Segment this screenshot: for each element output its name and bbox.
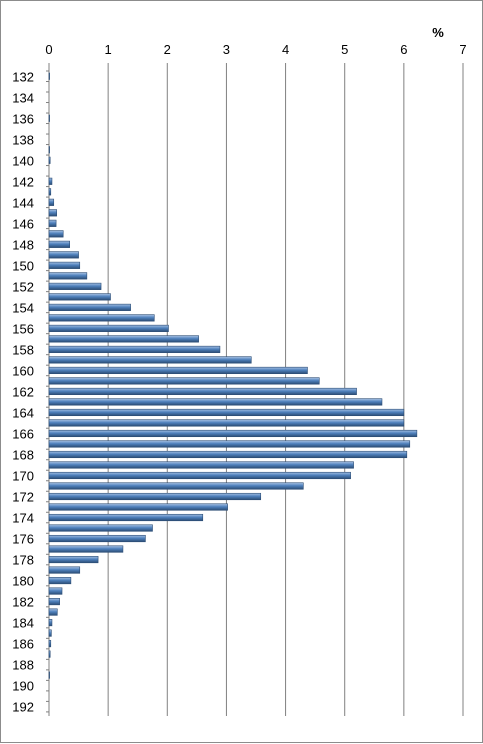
bar-185: [48, 629, 52, 637]
x-tick-label: 6: [400, 42, 407, 57]
y-tick-label: 132: [12, 69, 34, 84]
bar-183: [48, 608, 58, 616]
x-tick-label: 7: [459, 42, 466, 57]
y-tick-label: 146: [12, 216, 34, 231]
bar-171: [48, 482, 304, 490]
bar-176: [48, 534, 146, 543]
y-tick-label: 138: [12, 132, 34, 147]
y-tick-label: 190: [12, 679, 34, 694]
bar-140: [48, 156, 51, 164]
bar-170: [48, 471, 351, 480]
bar-165: [48, 419, 405, 427]
bar-142: [48, 177, 53, 185]
y-tick-label: 188: [12, 658, 34, 673]
bar-145: [48, 209, 57, 217]
y-tick-label: 156: [12, 321, 34, 336]
y-tick-label: 148: [12, 237, 34, 252]
y-tick-label: 192: [12, 700, 34, 715]
y-tick-label: 140: [12, 153, 34, 168]
y-tick-label: 162: [12, 384, 34, 399]
bar-174: [48, 513, 204, 522]
x-tick-label: 2: [164, 42, 171, 57]
y-tick-label: 174: [12, 511, 34, 526]
bar-143: [48, 188, 52, 196]
bar-136: [48, 114, 50, 122]
bar-132: [48, 72, 50, 80]
bar-164: [48, 408, 405, 417]
y-tick-label: 184: [12, 616, 34, 631]
bar-163: [48, 398, 383, 406]
bar-146: [48, 219, 57, 227]
bar-149: [48, 251, 79, 259]
x-tick-label: 1: [105, 42, 112, 57]
bar-177: [48, 545, 124, 553]
y-tick-label: 164: [12, 405, 34, 420]
y-tick-label: 152: [12, 279, 34, 294]
bar-157: [48, 335, 199, 343]
y-tick-label: 166: [12, 426, 34, 441]
y-tick-label: 182: [12, 595, 34, 610]
y-tick-label: 134: [12, 90, 34, 105]
bar-154: [48, 303, 131, 311]
bar-155: [48, 314, 155, 322]
bar-187: [48, 650, 51, 658]
bars: [48, 72, 418, 679]
bar-139: [48, 146, 50, 154]
bar-179: [48, 566, 81, 574]
bar-168: [48, 450, 408, 459]
y-tick-label: 144: [12, 195, 34, 210]
bar-184: [48, 619, 53, 627]
bar-160: [48, 366, 308, 374]
x-tick-label: 4: [282, 42, 289, 57]
x-tick-label: 3: [223, 42, 230, 57]
y-tick-label: 186: [12, 637, 34, 652]
unit-label: %: [432, 25, 444, 40]
bar-159: [48, 356, 252, 364]
bar-152: [48, 282, 102, 290]
y-tick-label: 160: [12, 363, 34, 378]
bar-167: [48, 440, 411, 448]
y-tick-label: 172: [12, 490, 34, 505]
y-tick-label: 158: [12, 342, 34, 357]
bar-158: [48, 345, 221, 353]
x-tick-label: 5: [341, 42, 348, 57]
bar-162: [48, 387, 357, 396]
bar-151: [48, 272, 88, 280]
y-tick-label: 176: [12, 532, 34, 547]
bar-178: [48, 555, 99, 564]
y-tick-label: 180: [12, 574, 34, 589]
bar-153: [48, 293, 111, 301]
y-tick-label: 168: [12, 447, 34, 462]
y-tick-label: 142: [12, 174, 34, 189]
bar-144: [48, 198, 55, 206]
bar-182: [48, 598, 60, 606]
y-tick-label: 170: [12, 469, 34, 484]
bar-161: [48, 377, 320, 385]
bar-148: [48, 240, 71, 248]
bar-186: [48, 640, 52, 648]
y-tick-label: 136: [12, 111, 34, 126]
bar-166: [48, 429, 418, 438]
bar-189: [48, 671, 50, 679]
bar-180: [48, 577, 72, 585]
bar-169: [48, 461, 354, 469]
bar-172: [48, 492, 262, 501]
bar-175: [48, 524, 153, 532]
bar-147: [48, 230, 64, 238]
y-tick-label: 154: [12, 300, 34, 315]
y-tick-label: 178: [12, 553, 34, 568]
x-tick-label: 0: [45, 42, 52, 57]
bar-173: [48, 503, 228, 511]
bar-150: [48, 261, 81, 269]
bar-156: [48, 324, 169, 332]
y-tick-label: 150: [12, 258, 34, 273]
tick-labels: 0 1 2 3 4 5 6 7 132 134 136 138 140 142 144 146 148 150 15…: [12, 42, 466, 715]
bar-181: [48, 587, 63, 595]
